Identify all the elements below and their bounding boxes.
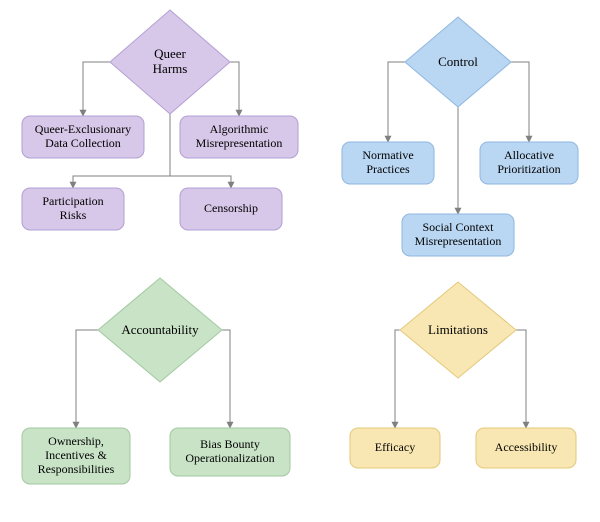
- connector: [230, 62, 239, 116]
- connector: [76, 330, 98, 428]
- box-label-bbo: Bias BountyOperationalization: [170, 428, 290, 476]
- connector: [83, 62, 110, 116]
- box-label-eff: Efficacy: [350, 428, 440, 468]
- box-label-cen: Censorship: [180, 188, 282, 230]
- diamond-label-queer-harms: QueerHarms: [110, 10, 230, 114]
- box-label-ap: AllocativePrioritization: [480, 142, 578, 184]
- connector: [222, 330, 230, 428]
- diagram-canvas: QueerHarmsQueer-ExclusionaryData Collect…: [0, 0, 600, 522]
- box-label-qedc: Queer-ExclusionaryData Collection: [22, 116, 144, 158]
- box-label-pr: ParticipationRisks: [22, 188, 124, 230]
- diamond-label-control: Control: [405, 17, 511, 107]
- connector: [516, 330, 526, 428]
- box-label-am: AlgorithmicMisrepresentation: [180, 116, 298, 158]
- box-label-np: NormativePractices: [342, 142, 434, 184]
- box-label-scm: Social ContextMisrepresentation: [402, 214, 514, 256]
- box-label-acc: Accessibility: [476, 428, 576, 468]
- connector: [388, 62, 405, 142]
- diamond-label-accountability: Accountability: [98, 278, 222, 382]
- diamond-label-limitations: Limitations: [400, 282, 516, 378]
- connector: [511, 62, 529, 142]
- box-label-oir: Ownership,Incentives &Responsibilities: [22, 428, 130, 484]
